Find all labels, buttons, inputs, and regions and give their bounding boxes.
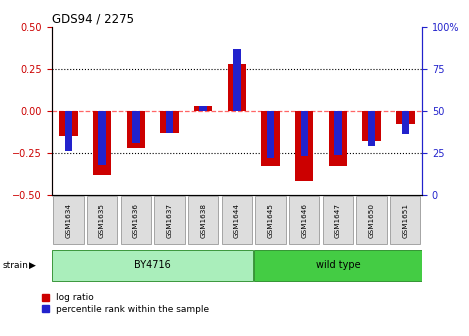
Bar bbox=[261, 111, 280, 166]
Legend: log ratio, percentile rank within the sample: log ratio, percentile rank within the sa… bbox=[42, 293, 210, 314]
Bar bbox=[227, 64, 246, 111]
FancyBboxPatch shape bbox=[188, 196, 219, 244]
FancyBboxPatch shape bbox=[53, 196, 83, 244]
FancyBboxPatch shape bbox=[390, 196, 420, 244]
Text: GSM1638: GSM1638 bbox=[200, 203, 206, 238]
Text: GSM1644: GSM1644 bbox=[234, 203, 240, 238]
Bar bbox=[396, 111, 415, 124]
Text: GSM1634: GSM1634 bbox=[66, 203, 71, 238]
Bar bbox=[194, 106, 212, 111]
Text: strain: strain bbox=[2, 261, 28, 270]
FancyBboxPatch shape bbox=[87, 196, 117, 244]
Bar bbox=[127, 111, 145, 148]
Bar bbox=[166, 111, 173, 133]
Bar bbox=[199, 106, 207, 111]
Bar bbox=[368, 111, 375, 146]
Bar bbox=[93, 111, 111, 175]
FancyBboxPatch shape bbox=[255, 196, 286, 244]
Text: GSM1637: GSM1637 bbox=[166, 203, 173, 238]
Text: GSM1650: GSM1650 bbox=[369, 203, 375, 238]
FancyBboxPatch shape bbox=[52, 250, 253, 281]
Text: ▶: ▶ bbox=[29, 261, 36, 270]
Text: BY4716: BY4716 bbox=[134, 260, 171, 270]
Bar bbox=[160, 111, 179, 133]
FancyBboxPatch shape bbox=[323, 196, 353, 244]
Bar bbox=[363, 111, 381, 141]
Bar bbox=[329, 111, 347, 166]
Bar bbox=[132, 111, 139, 143]
FancyBboxPatch shape bbox=[356, 196, 387, 244]
Bar bbox=[98, 111, 106, 165]
Bar bbox=[295, 111, 313, 181]
Text: GSM1645: GSM1645 bbox=[267, 203, 273, 238]
Bar bbox=[59, 111, 78, 136]
Bar bbox=[267, 111, 274, 158]
FancyBboxPatch shape bbox=[254, 250, 422, 281]
FancyBboxPatch shape bbox=[222, 196, 252, 244]
Text: GSM1646: GSM1646 bbox=[301, 203, 307, 238]
Bar bbox=[401, 111, 409, 134]
FancyBboxPatch shape bbox=[154, 196, 185, 244]
Text: GSM1651: GSM1651 bbox=[402, 203, 408, 238]
Bar bbox=[334, 111, 341, 155]
Text: GSM1636: GSM1636 bbox=[133, 203, 139, 238]
Text: GDS94 / 2275: GDS94 / 2275 bbox=[52, 13, 134, 26]
Bar bbox=[233, 49, 241, 111]
FancyBboxPatch shape bbox=[289, 196, 319, 244]
Text: wild type: wild type bbox=[316, 260, 360, 270]
FancyBboxPatch shape bbox=[121, 196, 151, 244]
Text: GSM1635: GSM1635 bbox=[99, 203, 105, 238]
Text: GSM1647: GSM1647 bbox=[335, 203, 341, 238]
Bar bbox=[65, 111, 72, 151]
Bar bbox=[301, 111, 308, 156]
